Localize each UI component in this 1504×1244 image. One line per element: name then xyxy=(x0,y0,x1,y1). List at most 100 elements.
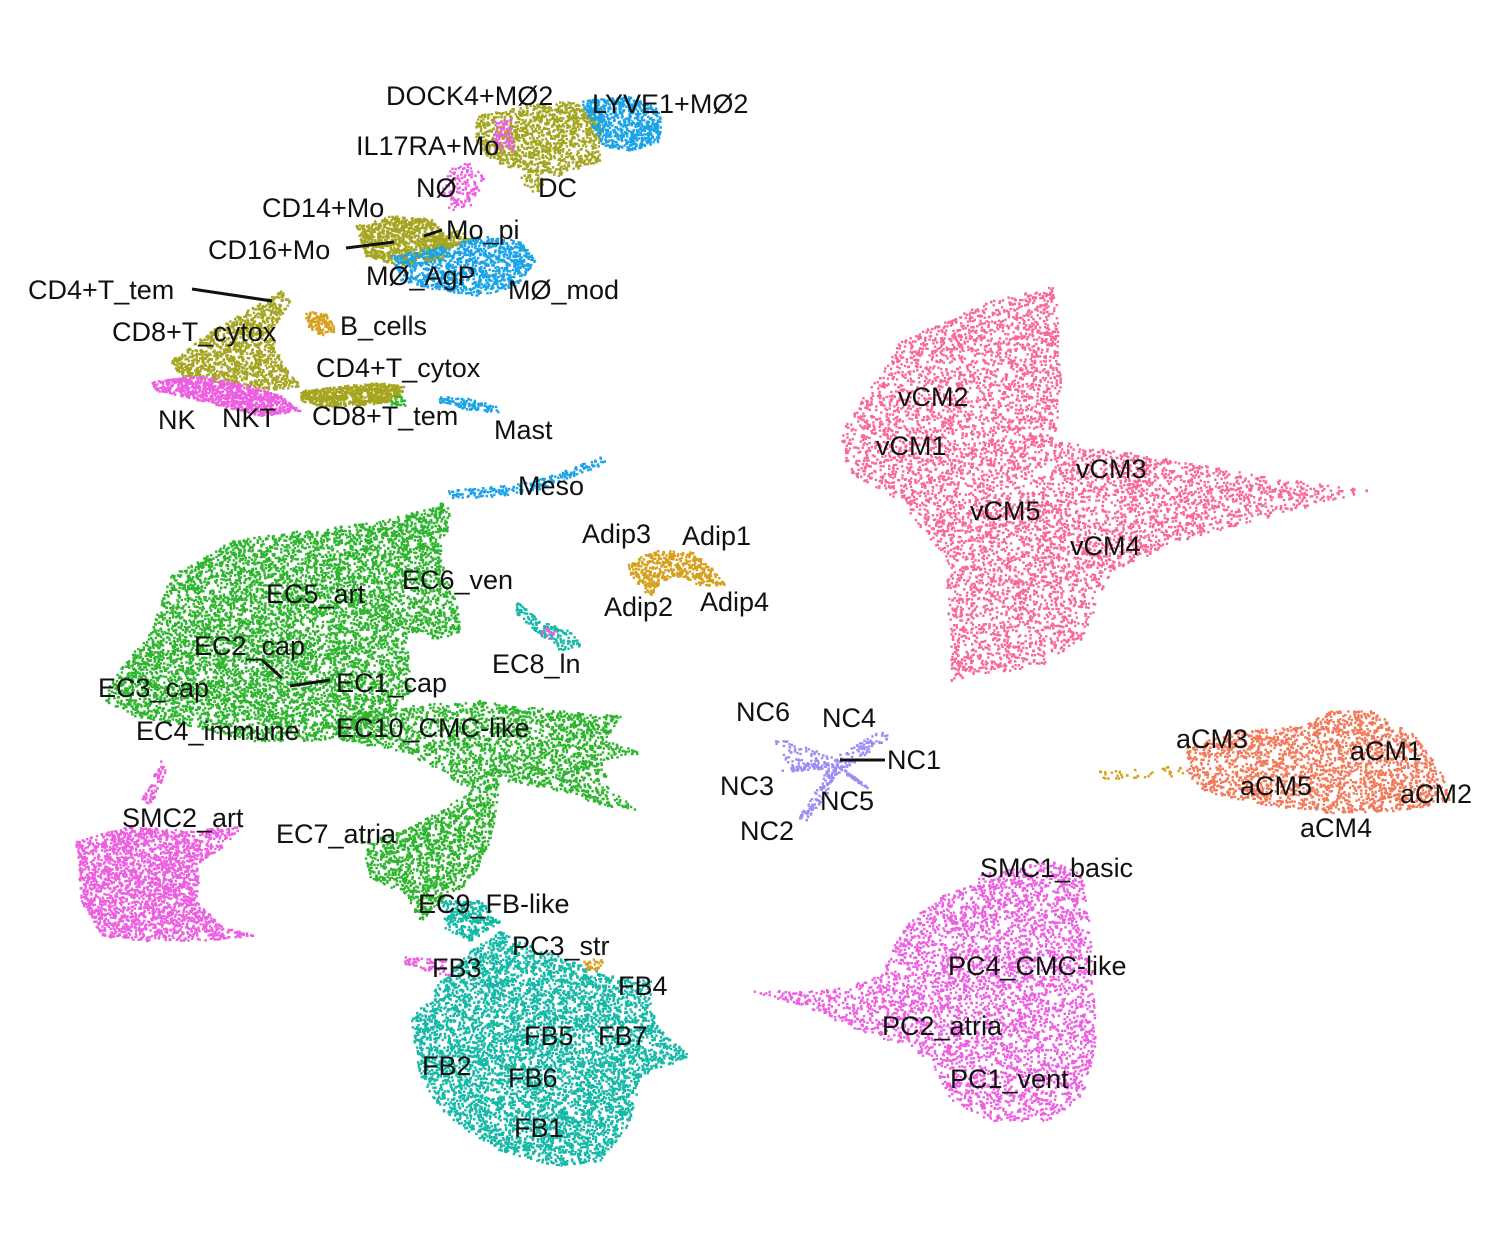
cluster-label-acm5: aCM5 xyxy=(1240,771,1312,801)
cluster-label-cd8-t-cytox: CD8+T_cytox xyxy=(112,317,277,347)
cluster-label-ec9-fb-like: EC9_FB-like xyxy=(418,889,570,919)
cluster-label-fb2: FB2 xyxy=(422,1051,472,1081)
cluster-label-ec6-ven: EC6_ven xyxy=(402,565,513,595)
cluster-label-ec3-cap: EC3_cap xyxy=(98,673,209,703)
cell-cloud-magenta xyxy=(541,627,557,641)
cluster-label-n-: NØ xyxy=(416,173,457,203)
cluster-label-ec8-ln: EC8_ln xyxy=(492,649,581,679)
cluster-label-nkt: NKT xyxy=(222,403,276,433)
cell-cloud-magenta xyxy=(75,825,255,943)
cell-cloud-magenta xyxy=(442,162,485,211)
cluster-label-cd4-t-tem: CD4+T_tem xyxy=(28,275,174,305)
cluster-label-dc: DC xyxy=(538,173,577,203)
cell-cloud-lavender xyxy=(834,731,889,768)
cell-cloud-magenta xyxy=(141,760,167,805)
cluster-label-nc5: NC5 xyxy=(820,786,874,816)
cell-cloud-teal xyxy=(515,602,581,652)
cell-cloud-olive xyxy=(171,290,300,391)
cluster-label-acm3: aCM3 xyxy=(1176,724,1248,754)
cell-cloud-lavender xyxy=(836,762,869,790)
cell-cloud-lavender xyxy=(774,740,842,772)
cluster-label-ec5-art: EC5_art xyxy=(266,579,366,609)
cluster-label-nc1: NC1 xyxy=(887,745,941,775)
cluster-label-adip3: Adip3 xyxy=(582,519,651,549)
cluster-label-smc1-basic: SMC1_basic xyxy=(980,853,1133,883)
cluster-label-mast: Mast xyxy=(494,415,553,445)
cell-cloud-magenta xyxy=(403,956,453,977)
cell-cloud-blue xyxy=(438,396,500,414)
cluster-label-mo-pi: Mo_pi xyxy=(446,215,520,245)
cluster-label-b-cells: B_cells xyxy=(340,311,427,341)
cluster-label-cd8-t-tem: CD8+T_tem xyxy=(312,401,458,431)
leader-line-ec2-cap xyxy=(260,658,284,680)
cluster-label-fb1: FB1 xyxy=(514,1113,564,1143)
cell-cloud-blue xyxy=(390,236,536,297)
cell-cloud-teal xyxy=(411,931,688,1167)
cluster-label-lyve1-m-2: LYVE1+MØ2 xyxy=(592,89,748,119)
cell-cloud-lavender xyxy=(799,763,844,822)
cluster-label-pc3-str: PC3_str xyxy=(512,931,610,961)
cluster-label-ec1-cap: EC1_cap xyxy=(336,668,447,698)
cluster-label-fb3: FB3 xyxy=(432,953,482,983)
cluster-label-nc2: NC2 xyxy=(740,816,794,846)
cluster-label-m-agp: MØ_AgP xyxy=(366,261,476,291)
cluster-label-adip2: Adip2 xyxy=(604,592,673,622)
cluster-label-fb4: FB4 xyxy=(618,971,668,1001)
cluster-label-m-mod: MØ_mod xyxy=(508,275,619,305)
cluster-label-fb5: FB5 xyxy=(524,1021,574,1051)
cluster-label-nk: NK xyxy=(158,405,196,435)
leader-line-cd4-t-tem xyxy=(191,287,273,303)
cluster-label-fb7: FB7 xyxy=(598,1021,648,1051)
cluster-label-ec10-cmc-like: EC10_CMC-like xyxy=(336,713,530,743)
cluster-label-pc1-vent: PC1_vent xyxy=(950,1064,1069,1094)
cluster-label-vcm5: vCM5 xyxy=(970,496,1041,526)
cell-cloud-green xyxy=(360,782,500,921)
cluster-label-nc3: NC3 xyxy=(720,771,774,801)
cluster-label-cd16-mo: CD16+Mo xyxy=(208,235,330,265)
cluster-label-dock4-m-2: DOCK4+MØ2 xyxy=(386,81,553,111)
cluster-label-vcm4: vCM4 xyxy=(1070,531,1141,561)
cell-cloud-magenta xyxy=(493,119,515,153)
cell-cloud-olive xyxy=(520,172,544,193)
cell-cloud-teal xyxy=(440,900,501,942)
cluster-label-nc6: NC6 xyxy=(736,697,790,727)
leader-line-cd16-mo xyxy=(345,240,395,250)
cell-cloud-green xyxy=(390,395,407,407)
cluster-label-pc2-atria: PC2_atria xyxy=(882,1011,1003,1041)
cell-cloud-green xyxy=(435,502,451,537)
cluster-label-meso: Meso xyxy=(518,471,584,501)
label-leader-lines xyxy=(191,228,885,762)
cluster-labels: vCM1 vCM2 vCM3 vCM4 vCM5 aCM1 aCM2 aCM3 aCM4 aCM5… xyxy=(28,81,1472,1143)
cluster-label-vcm1: vCM1 xyxy=(876,431,947,461)
cluster-label-nc4: NC4 xyxy=(822,703,876,733)
cluster-label-acm1: aCM1 xyxy=(1350,736,1422,766)
leader-line-mo-pi xyxy=(423,228,443,238)
cell-cloud-gold xyxy=(583,958,604,971)
cell-cloud-blue xyxy=(582,96,662,152)
cell-cloud-gold xyxy=(627,550,726,596)
cluster-label-vcm2: vCM2 xyxy=(898,382,969,412)
cell-cloud-lavender xyxy=(781,762,830,773)
cell-cloud-olive xyxy=(431,229,471,250)
cluster-label-smc2-art: SMC2_art xyxy=(122,803,244,833)
cluster-label-adip4: Adip4 xyxy=(700,587,769,617)
cluster-label-il17ra-mo: IL17RA+Mo xyxy=(356,131,499,161)
cluster-label-acm4: aCM4 xyxy=(1300,813,1372,843)
cluster-label-pc4-cmc-like: PC4_CMC-like xyxy=(948,951,1127,981)
cluster-label-adip1: Adip1 xyxy=(682,521,751,551)
cell-cloud-pink xyxy=(841,286,1368,682)
cluster-label-ec4-immune: EC4_immune xyxy=(136,716,300,746)
cell-cloud-orange xyxy=(1186,710,1451,815)
cell-cloud-gold xyxy=(1098,766,1185,780)
cell-cloud-green xyxy=(333,700,639,811)
cluster-label-cd14-mo: CD14+Mo xyxy=(262,193,384,223)
cluster-label-acm2: aCM2 xyxy=(1400,779,1472,809)
cell-cloud-olive xyxy=(300,382,406,408)
cell-cloud-magenta xyxy=(753,861,1097,1123)
cluster-label-vcm3: vCM3 xyxy=(1076,454,1147,484)
leader-line-ec1-cap xyxy=(289,678,331,688)
cluster-label-ec7-atria: EC7_atria xyxy=(276,819,397,849)
cell-cloud-magenta xyxy=(151,375,302,418)
cluster-label-ec2-cap: EC2_cap xyxy=(194,631,305,661)
